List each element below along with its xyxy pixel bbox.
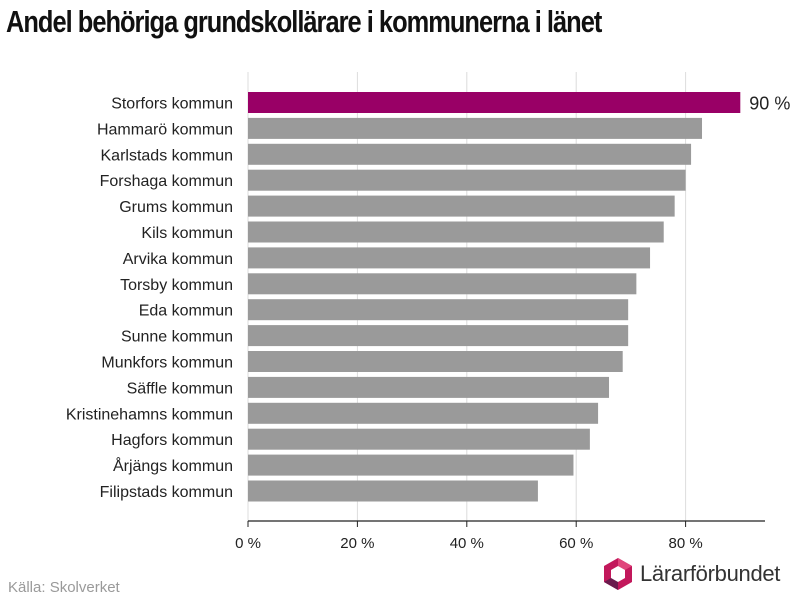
x-tick-label: 0 %: [235, 535, 261, 552]
bar: [248, 143, 692, 165]
bar: [248, 92, 741, 113]
x-tick-label: 60 %: [559, 535, 593, 552]
bar: [248, 454, 574, 476]
hexagon-logo-icon: [604, 558, 632, 590]
category-label: Hagfors kommun: [111, 432, 233, 449]
category-label: Eda kommun: [139, 303, 233, 320]
bars: [248, 92, 741, 502]
category-label: Torsby kommun: [120, 277, 233, 294]
bar: [248, 247, 651, 269]
logo-text: Lärarförbundet: [640, 561, 781, 586]
category-label: Årjängs kommun: [113, 456, 233, 475]
x-tick-labels: 0 % 20 % 40 % 60 % 80 %: [235, 535, 703, 552]
category-label: Storfors kommun: [111, 96, 233, 113]
category-label: Kils kommun: [141, 225, 233, 242]
category-label: Grums kommun: [119, 199, 233, 216]
bar: [248, 376, 610, 398]
bar: [248, 351, 623, 372]
bar: [248, 169, 686, 191]
category-label: Karlstads kommun: [101, 147, 234, 164]
lararforbundet-logo: Lärarförbundet: [602, 556, 780, 592]
category-label: Filipstads kommun: [100, 484, 233, 501]
source-note: Källa: Skolverket: [8, 579, 120, 596]
data-labels: 90 %: [749, 94, 790, 114]
chart-title: Andel behöriga grundskollärare i kommune…: [6, 4, 602, 39]
category-label: Kristinehamns kommun: [66, 406, 233, 423]
x-tick-label: 20 %: [340, 535, 374, 552]
bar: [248, 402, 599, 424]
category-label: Hammarö kommun: [97, 121, 233, 138]
x-axis: [247, 520, 765, 527]
category-label: Forshaga kommun: [100, 173, 233, 190]
bar: [248, 273, 637, 295]
bar: [248, 195, 675, 217]
category-label: Arvika kommun: [123, 251, 233, 268]
x-tick-label: 40 %: [450, 535, 484, 552]
category-label: Sunne kommun: [121, 329, 233, 346]
bar: [248, 325, 629, 347]
category-labels: Storfors kommun Hammarö kommun Karlstads k…: [66, 96, 233, 502]
x-tick-label: 80 %: [668, 535, 702, 552]
data-label: 90 %: [749, 94, 790, 114]
bar: [248, 117, 703, 139]
bar: [248, 299, 629, 321]
bar: [248, 221, 664, 243]
gridlines: [247, 72, 687, 521]
category-label: Munkfors kommun: [101, 355, 233, 372]
bar: [248, 428, 590, 450]
category-label: Säffle kommun: [127, 380, 233, 397]
bar: [248, 480, 538, 502]
